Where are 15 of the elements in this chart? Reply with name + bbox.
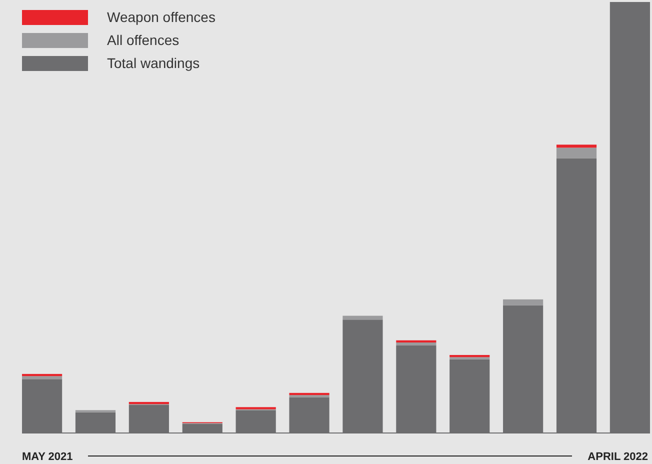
text: APRIL 2022 xyxy=(588,451,648,463)
bar xyxy=(556,144,597,148)
bar xyxy=(450,354,490,358)
text: MAY 2021 xyxy=(22,451,73,463)
legend-label: Weapon offences xyxy=(107,9,216,25)
bar xyxy=(396,342,436,346)
bar xyxy=(556,148,597,158)
bar xyxy=(503,299,544,306)
legend-label: Total wandings xyxy=(107,55,200,71)
bar xyxy=(128,402,169,404)
bar xyxy=(289,392,330,396)
legend-label: All offences xyxy=(107,32,180,48)
bar xyxy=(22,374,62,376)
bar xyxy=(342,316,383,320)
bar xyxy=(22,376,62,380)
